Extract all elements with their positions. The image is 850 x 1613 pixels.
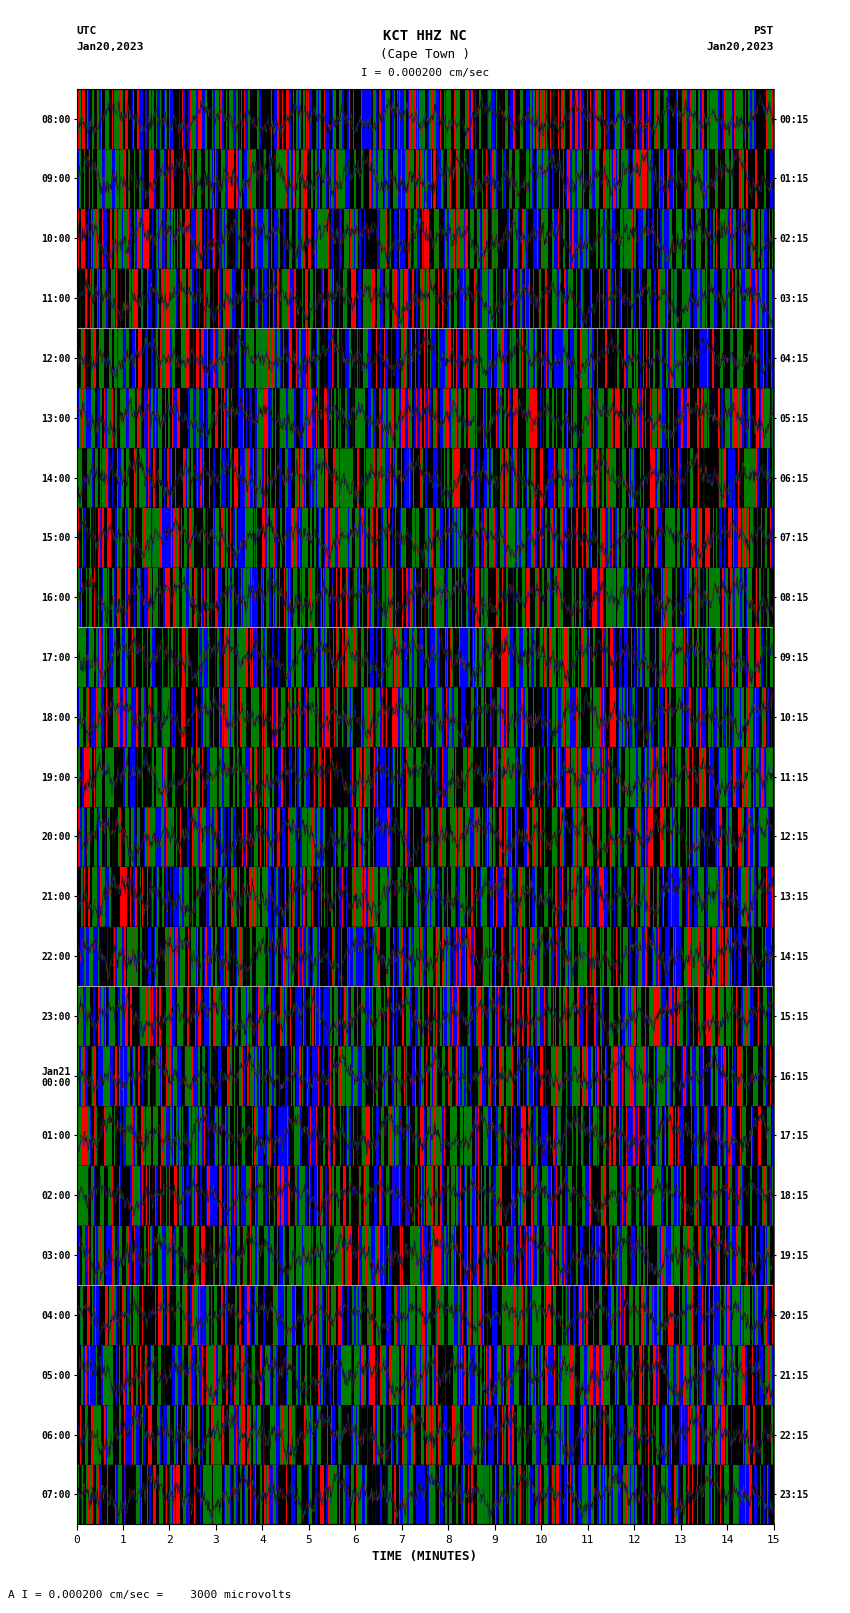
Text: PST: PST bbox=[753, 26, 774, 35]
X-axis label: TIME (MINUTES): TIME (MINUTES) bbox=[372, 1550, 478, 1563]
Text: A I = 0.000200 cm/sec =    3000 microvolts: A I = 0.000200 cm/sec = 3000 microvolts bbox=[8, 1590, 292, 1600]
Text: UTC: UTC bbox=[76, 26, 97, 35]
Text: Jan20,2023: Jan20,2023 bbox=[76, 42, 144, 52]
Text: Jan20,2023: Jan20,2023 bbox=[706, 42, 774, 52]
Text: KCT HHZ NC: KCT HHZ NC bbox=[383, 29, 467, 44]
Text: (Cape Town ): (Cape Town ) bbox=[380, 48, 470, 61]
Text: I = 0.000200 cm/sec: I = 0.000200 cm/sec bbox=[361, 68, 489, 77]
